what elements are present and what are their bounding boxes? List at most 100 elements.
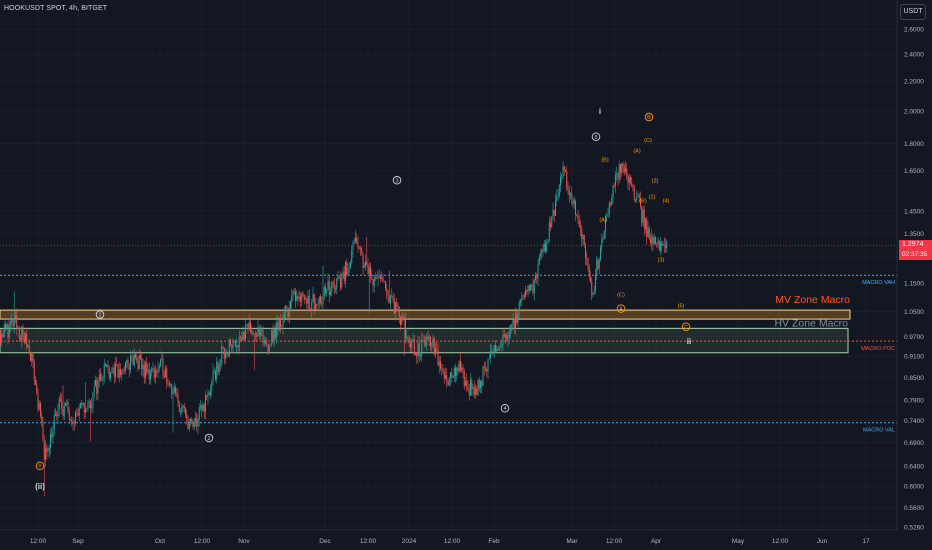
candle-body xyxy=(428,336,430,340)
candle-body xyxy=(208,392,210,395)
candle-body xyxy=(311,302,313,311)
candle-body xyxy=(371,276,373,280)
wave-label-ring xyxy=(35,461,45,471)
candle-body xyxy=(607,214,609,216)
candle-body xyxy=(78,408,80,416)
candle-body xyxy=(151,368,153,373)
candle-body xyxy=(133,354,135,365)
candle-body xyxy=(657,240,659,245)
candle-body xyxy=(480,381,481,389)
candle-body xyxy=(47,450,49,452)
candle-body xyxy=(140,355,141,359)
candle-body xyxy=(661,242,663,246)
x-tick-label: Dec xyxy=(319,538,331,545)
candle-body xyxy=(330,291,331,296)
candle-body xyxy=(272,330,274,341)
candle-body xyxy=(537,264,539,279)
candle-body xyxy=(563,166,565,170)
candle-body xyxy=(116,363,118,365)
candle-body xyxy=(232,342,234,348)
candle-body xyxy=(92,391,94,406)
candle-body xyxy=(432,337,434,346)
candle-body xyxy=(641,206,643,223)
candle-body xyxy=(485,368,486,369)
candle-body xyxy=(575,200,576,215)
candle-body xyxy=(257,327,259,337)
x-tick-label: Oct xyxy=(155,538,165,545)
y-tick-label: 1.0500 xyxy=(904,309,924,316)
candle-body xyxy=(132,356,134,365)
wave-labels: (ii)Y12345iABCii(B)(A)(C)(A)(C)(B)(2)(1)… xyxy=(35,107,691,491)
candle-body xyxy=(53,415,55,430)
candle-body xyxy=(565,169,566,172)
candle-body xyxy=(536,275,538,279)
y-tick-label: 2.4000 xyxy=(904,51,924,58)
candle-body xyxy=(347,268,349,275)
candle-body xyxy=(577,215,579,220)
candle-body xyxy=(266,343,268,345)
currency-button[interactable]: USDT xyxy=(900,4,926,20)
candle-body xyxy=(558,185,560,197)
time-axis[interactable]: 12:00 Sep Oct 12:00 Nov Dec 12:00 2024 12:00 Feb M… xyxy=(30,538,870,545)
candle-body xyxy=(602,237,604,240)
candle-body xyxy=(152,367,154,369)
mv-zone-box xyxy=(0,309,851,320)
candle-body xyxy=(345,262,346,282)
candle-body xyxy=(38,403,40,410)
candle-body xyxy=(541,249,543,254)
candle-body xyxy=(73,422,75,424)
candle-body xyxy=(33,362,35,381)
sub-wave-label: (B) xyxy=(601,158,609,164)
candle-body xyxy=(582,234,584,240)
candle-body xyxy=(540,253,541,257)
candle-body xyxy=(328,280,330,296)
candle-body xyxy=(46,447,48,452)
candle-body xyxy=(100,374,101,381)
candle-body xyxy=(385,281,386,289)
candle-body xyxy=(81,403,83,405)
candle-body xyxy=(236,345,238,347)
candle-body xyxy=(465,380,466,386)
candle-body xyxy=(593,289,595,293)
candle-body xyxy=(486,368,488,372)
candle-body xyxy=(252,332,254,334)
candle-body xyxy=(481,381,483,387)
candle-body xyxy=(346,262,348,275)
sub-wave-label: (1) xyxy=(649,194,656,200)
last-price-value: 1.2974 xyxy=(899,240,932,250)
candle-body xyxy=(516,314,518,323)
candle-body xyxy=(271,330,273,345)
candle-body xyxy=(551,216,553,228)
candle-body xyxy=(325,287,326,294)
candle-body xyxy=(335,288,336,290)
candle-body xyxy=(368,266,370,274)
x-tick-label: May xyxy=(732,538,745,545)
wave-label: B xyxy=(647,115,651,121)
candle-body xyxy=(40,403,41,417)
candle-body xyxy=(395,302,396,314)
candle-body xyxy=(523,295,525,297)
wave-label-ring xyxy=(392,176,402,185)
candle-body xyxy=(228,339,230,357)
candle-body xyxy=(123,369,125,371)
candle-body xyxy=(27,345,29,348)
candle-body xyxy=(65,403,66,407)
candle-body xyxy=(288,308,290,318)
candle-body xyxy=(542,249,544,252)
candle-body xyxy=(178,402,180,413)
candle-body xyxy=(2,333,4,337)
wave-label: 2 xyxy=(207,436,210,442)
candle-body xyxy=(456,367,458,376)
candle-body xyxy=(435,348,436,355)
bar-countdown: 02:37:35 xyxy=(899,250,932,260)
candle-body xyxy=(531,284,533,286)
sub-wave-label: (C) xyxy=(644,138,652,144)
candle-body xyxy=(370,266,371,277)
candle-body xyxy=(245,326,246,340)
candle-body xyxy=(256,334,258,337)
candle-body xyxy=(103,364,105,377)
candle-body xyxy=(380,276,381,279)
candle-body xyxy=(576,214,578,216)
candle-body xyxy=(407,337,409,340)
